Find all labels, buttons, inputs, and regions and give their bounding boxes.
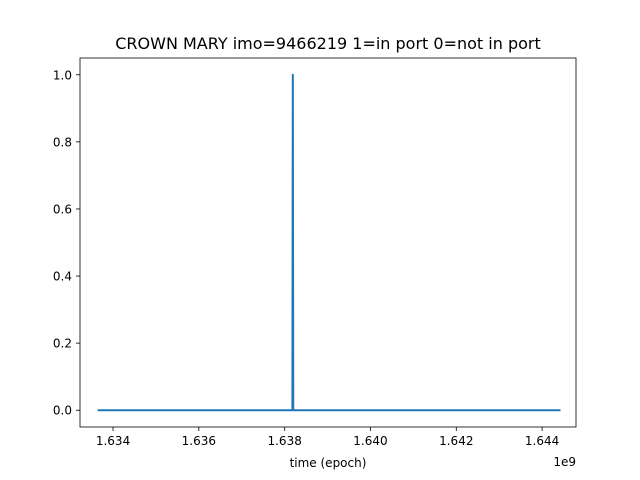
- x-axis-ticks: 1.634 1.636 1.638 1.640 1.642 1.644: [96, 427, 559, 448]
- x-tick-label: 1.638: [267, 434, 301, 448]
- y-tick-label: 0.8: [53, 135, 72, 149]
- y-tick-label: 0.2: [53, 337, 72, 351]
- x-axis-offset-text: 1e9: [553, 455, 576, 469]
- y-tick-label: 0.6: [53, 202, 72, 216]
- x-tick-label: 1.642: [439, 434, 473, 448]
- series-line-0: [97, 73, 561, 412]
- x-tick-label: 1.634: [96, 434, 130, 448]
- chart-title: CROWN MARY imo=9466219 1=in port 0=not i…: [115, 34, 541, 53]
- x-tick-label: 1.644: [525, 434, 559, 448]
- axes-frame: [79, 57, 577, 428]
- series-layer: [97, 73, 561, 412]
- axes-background: [80, 58, 576, 427]
- x-tick-label: 1.640: [353, 434, 387, 448]
- y-axis-ticks: 0.0 0.2 0.4 0.6 0.8 1.0: [53, 68, 80, 418]
- y-tick-label: 1.0: [53, 68, 72, 82]
- x-tick-label: 1.636: [182, 434, 216, 448]
- x-axis-label: time (epoch): [290, 456, 367, 470]
- plot-area: [80, 58, 576, 427]
- y-tick-label: 0.0: [53, 404, 72, 418]
- y-tick-label: 0.4: [53, 270, 72, 284]
